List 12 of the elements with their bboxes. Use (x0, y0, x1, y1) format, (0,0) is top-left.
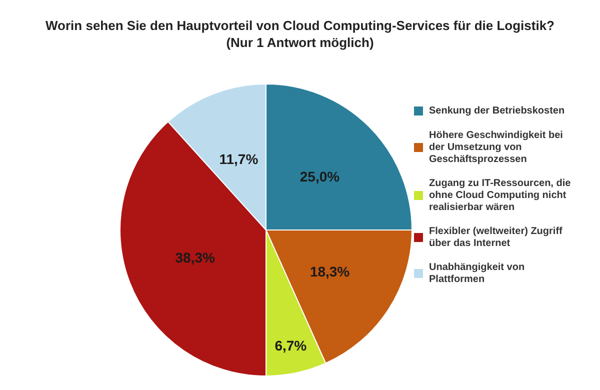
chart-title: Worin sehen Sie den Hauptvorteil von Cloud Computing-Services für die Logistik? (46, 18, 555, 33)
legend-label: Flexibler (weltweiter) Zugriff über das Internet (429, 226, 566, 249)
data-label: 11,7% (219, 151, 259, 168)
legend-label: Zugang zu IT-Ressourcen, die ohne Cloud Computing nicht realisierbar wären (429, 178, 574, 213)
chart-subtitle: (Nur 1 Antwort möglich) (226, 35, 374, 50)
legend-label: Senkung der Betriebskosten (429, 106, 565, 116)
legend-label: Unabhängigkeit von Plattformen (429, 262, 528, 285)
data-label: 18,3% (310, 263, 350, 280)
data-label: 38,3% (175, 249, 216, 266)
legend-label: Höhere Geschwindigkeit bei der Umsetzung von Geschäftsprozessen (429, 130, 566, 165)
data-label: 25,0% (300, 168, 340, 184)
data-label: 6,7% (274, 337, 308, 354)
